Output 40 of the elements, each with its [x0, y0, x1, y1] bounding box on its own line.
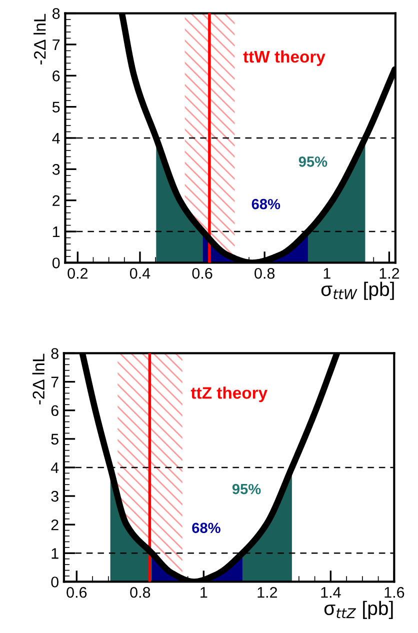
- text: 68%: [252, 198, 280, 210]
- y-tick-label: 7: [52, 39, 60, 50]
- y-tick-label: 6: [52, 70, 60, 82]
- y-tick-label: 6: [51, 405, 58, 416]
- y-tick-label: 7: [51, 376, 58, 388]
- ref-line-label: ttW theory: [243, 50, 326, 66]
- x-tick-label: 0.8: [254, 268, 275, 279]
- x-tick-label: 0.6: [66, 586, 87, 598]
- y-tick-label: 8: [52, 8, 60, 19]
- x-tick-label: 0.4: [130, 268, 150, 279]
- x-tick-label: 1: [324, 268, 330, 279]
- y-tick-label: 0: [52, 258, 60, 268]
- y-tick-label: 1: [53, 226, 60, 238]
- series-label: 95%: [298, 156, 328, 167]
- y-axis-title: -2Δ lnL: [32, 354, 44, 404]
- text: 68%: [192, 522, 220, 534]
- y-tick-label: 8: [51, 348, 58, 359]
- x-tick-label: 1.4: [321, 587, 341, 598]
- x-tick-label: 1.2: [258, 586, 278, 598]
- y-tick-label: 3: [52, 164, 60, 175]
- ref-line-label: ttZ theory: [190, 386, 268, 402]
- y-axis-title: -2Δ lnL: [34, 14, 46, 64]
- y-tick-label: 4: [50, 462, 59, 474]
- series-label: 95%: [232, 484, 261, 494]
- x-axis-title: σ$_{ttZ}$ [pb]: [324, 600, 393, 619]
- y-tick-label: 2: [51, 519, 58, 530]
- x-tick-label: 1.2: [380, 268, 400, 279]
- y-tick-label: 3: [51, 490, 58, 502]
- x-axis-title: σ$_{ttW}$ [pb]: [321, 282, 394, 300]
- x-tick-label: 1: [200, 587, 208, 598]
- y-tick-label: 4: [52, 133, 60, 144]
- x-tick-label: 0.2: [68, 268, 88, 279]
- x-tick-label: 0.6: [192, 268, 212, 279]
- x-tick-label: 0.8: [130, 586, 150, 598]
- x-tick-label: 1.6: [384, 586, 404, 598]
- y-tick-label: 2: [52, 195, 60, 206]
- y-tick-label: 0: [51, 576, 58, 588]
- y-tick-label: 5: [51, 434, 58, 445]
- y-tick-label: 1: [52, 548, 58, 559]
- y-tick-label: 5: [52, 102, 60, 113]
